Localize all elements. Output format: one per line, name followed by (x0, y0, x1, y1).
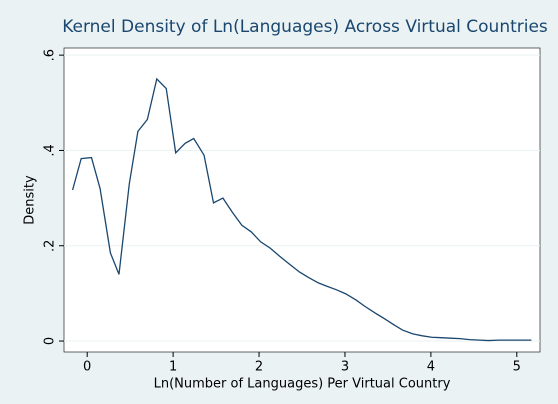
chart-title: Kernel Density of Ln(Languages) Across V… (62, 17, 548, 37)
x-axis-label: Ln(Number of Languages) Per Virtual Coun… (154, 377, 451, 392)
y-tick-label: .4 (43, 144, 58, 156)
x-tick-label: 5 (513, 360, 521, 375)
x-tick-label: 2 (255, 360, 263, 375)
y-tick-label: 0 (43, 337, 58, 345)
density-line (71, 77, 532, 342)
x-tick-label: 0 (83, 360, 91, 375)
y-tick-label: .2 (43, 240, 58, 252)
x-tick-label: 4 (427, 360, 435, 375)
y-tick-label: .6 (43, 49, 58, 61)
x-tick-label: 1 (169, 360, 177, 375)
plot-area (63, 47, 541, 353)
x-tick-label: 3 (341, 360, 349, 375)
y-axis-label: Density (23, 175, 38, 225)
